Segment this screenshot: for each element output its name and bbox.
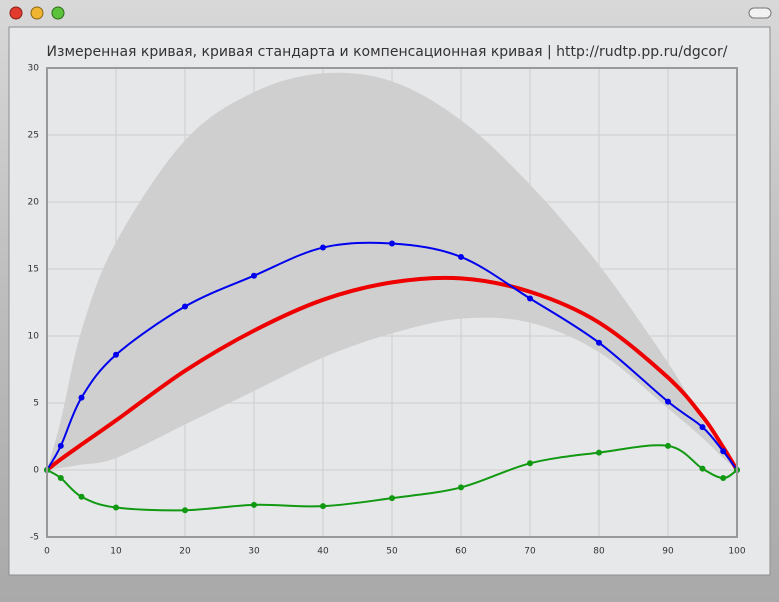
x-tick-label: 80 xyxy=(593,547,605,557)
point xyxy=(527,460,533,467)
point xyxy=(665,442,671,449)
y-tick-label: 10 xyxy=(28,332,40,342)
plot: -5 0 5 10 15 20 25 30 0 10 20 30 40 50 60 70 80 90 100 xyxy=(28,64,746,557)
point xyxy=(113,351,119,358)
chart-title: Измеренная кривая, кривая стандарта и ко… xyxy=(47,44,728,60)
y-tick-label: 5 xyxy=(33,399,39,409)
point xyxy=(320,503,326,510)
point xyxy=(665,398,671,405)
minimize-button[interactable] xyxy=(30,6,44,20)
point xyxy=(320,244,326,251)
x-tick-label: 10 xyxy=(110,547,122,557)
zoom-button[interactable] xyxy=(51,6,65,20)
point xyxy=(182,303,188,310)
x-tick-label: 50 xyxy=(386,547,398,557)
point xyxy=(720,475,727,482)
y-tick-label: 15 xyxy=(28,265,39,275)
x-tick-label: 20 xyxy=(179,547,191,557)
point xyxy=(527,295,533,302)
point xyxy=(596,449,602,456)
x-tick-label: 70 xyxy=(524,547,536,557)
toolbar-button[interactable] xyxy=(748,7,772,19)
x-tick-label: 40 xyxy=(317,547,329,557)
point xyxy=(251,501,257,508)
x-tick-label: 90 xyxy=(662,547,674,557)
y-tick-label: 25 xyxy=(28,131,39,141)
point xyxy=(251,272,257,279)
x-tick-label: 30 xyxy=(248,547,260,557)
point xyxy=(182,507,188,514)
x-tick-label: 100 xyxy=(728,547,745,557)
band-area xyxy=(47,72,737,470)
point xyxy=(57,475,64,482)
point xyxy=(596,339,602,346)
x-tick-label: 0 xyxy=(44,547,50,557)
point xyxy=(57,442,64,449)
point xyxy=(458,253,464,260)
x-tick-label: 60 xyxy=(455,547,467,557)
point xyxy=(389,495,395,502)
point xyxy=(389,240,395,247)
y-tick-label: 20 xyxy=(28,198,40,208)
y-tick-label: 0 xyxy=(33,466,39,476)
y-tick-label: 30 xyxy=(28,64,40,74)
plot-border xyxy=(46,67,738,538)
point xyxy=(699,424,706,431)
point xyxy=(78,493,85,500)
series-line xyxy=(45,275,739,472)
close-button[interactable] xyxy=(9,6,23,20)
point xyxy=(113,504,119,511)
point xyxy=(78,394,85,401)
point xyxy=(720,448,727,455)
point xyxy=(458,484,464,491)
y-tick-label: -5 xyxy=(30,533,39,543)
point xyxy=(699,465,706,472)
